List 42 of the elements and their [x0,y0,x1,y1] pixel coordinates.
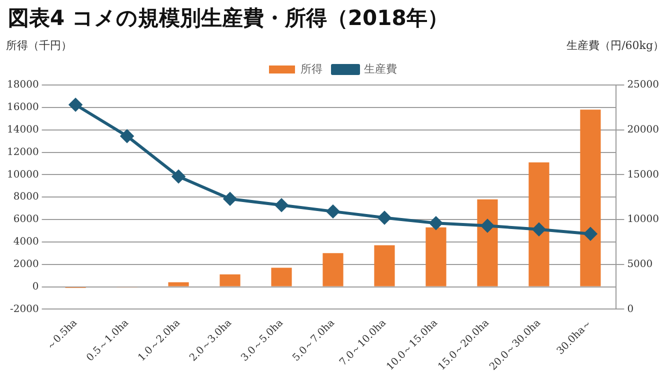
y-tick-label: 16000 [7,102,39,114]
y-tick-label: -2000 [10,304,39,315]
point [429,216,442,230]
y-tick-label: 18000 [7,80,39,91]
point [120,130,134,143]
y2-tick-label: 10000 [627,214,659,226]
y-tick-label: 0 [32,281,39,292]
y-tick-label: 12000 [7,146,39,158]
bar [580,110,601,286]
point [224,192,237,206]
y2-tick-label: 25000 [627,80,659,91]
y-tick-label: 4000 [13,236,39,248]
bar [477,199,498,286]
y2-tick-label: 0 [627,304,634,315]
bar [168,282,189,286]
point [326,204,340,218]
y2-tick-label: 15000 [627,169,659,180]
bar [271,268,292,286]
bar [220,274,240,286]
bar [374,245,395,286]
y-tick-label: 14000 [7,124,39,136]
bar [426,227,446,286]
y-tick-label: 10000 [7,169,39,180]
point [172,170,186,183]
point [275,198,288,212]
y-tick-label: 8000 [13,192,39,203]
y-axis-title: 所得（千円） [6,38,72,53]
y2-tick-label: 20000 [627,124,659,136]
y2-tick-label: 5000 [627,258,653,270]
bar [322,253,344,286]
y2-axis-title: 生産費（円/60kg） [566,38,664,53]
legend-label: 生産費 [364,62,397,76]
point [69,98,82,112]
point [584,227,597,240]
point [532,222,546,236]
point [480,219,494,232]
bar [528,162,550,286]
point [378,211,391,224]
y-tick-label: 2000 [13,258,39,270]
legend-label: 所得 [300,62,322,76]
y-tick-label: 6000 [13,214,39,226]
chart-title: 図表4 コメの規模別生産費・所得（2018年） [7,5,450,32]
